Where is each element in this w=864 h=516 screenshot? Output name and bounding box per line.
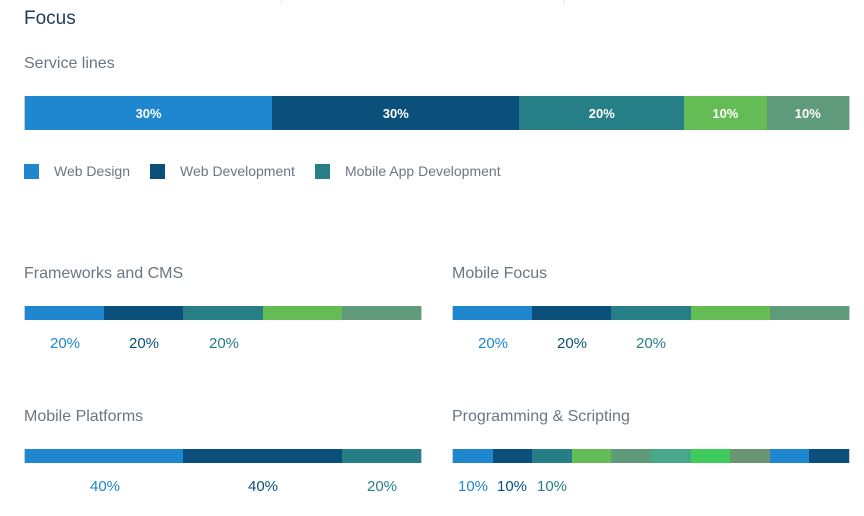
mobile-focus-bar [452,306,850,320]
frameworks-percent-2: 20% [128,335,160,352]
bar-segment [769,306,849,320]
bar-segment [650,449,691,463]
focus-title: Focus [24,8,76,29]
bar-segment [532,306,612,320]
frameworks-label: Frameworks and CMS [24,265,184,282]
bar-segment [262,306,342,320]
legend-item-web-development: Web Development [150,163,295,179]
legend-label: Mobile App Development [344,163,501,179]
bar-segment [104,306,184,320]
bar-segment [453,306,533,320]
service-lines-label: Service lines [24,55,115,72]
legend-item-mobile-app-development: Mobile App Development [314,163,501,179]
bar-segment: 20% [519,96,685,130]
bar-segment [690,449,731,463]
bar-segment [183,449,342,463]
mobile-focus-percent-2: 20% [556,335,588,352]
bar-segment [769,449,810,463]
bar-segment [532,449,572,463]
top-divider [564,0,565,4]
programming-percent-2: 10% [496,478,528,495]
bar-segment [730,449,770,463]
bar-segment [571,449,612,463]
bar-segment [690,306,770,320]
bar-segment [492,449,533,463]
bar-segment [611,306,691,320]
mobile-platforms-label: Mobile Platforms [24,408,144,425]
bar-segment [25,306,105,320]
service-lines-legend: Web Design Web Development Mobile App De… [24,163,521,179]
bar-segment [25,449,184,463]
mobile-focus-percent-1: 20% [477,335,509,352]
programming-percent-3: 10% [536,478,568,495]
bar-segment: 30% [25,96,273,130]
top-divider [281,0,282,4]
frameworks-percent-3: 20% [208,335,240,352]
mobile-focus-label: Mobile Focus [452,265,548,282]
bar-segment [341,306,421,320]
service-lines-bar: 30% 30% 20% 10% 10% [24,96,850,130]
bar-segment [809,449,849,463]
mobile-platforms-percent-1: 40% [89,478,121,495]
programming-label: Programming & Scripting [452,408,630,425]
legend-label: Web Design [54,163,131,179]
legend-swatch [150,163,166,179]
bar-segment [453,449,493,463]
bar-segment: 30% [272,96,520,130]
programming-percent-1: 10% [457,478,489,495]
mobile-platforms-bar [24,449,422,463]
bar-segment [183,306,263,320]
bar-segment: 10% [766,96,849,130]
frameworks-bar [24,306,422,320]
mobile-focus-percent-3: 20% [635,335,667,352]
legend-swatch [314,163,330,179]
legend-swatch [24,163,39,179]
bar-segment: 10% [684,96,767,130]
mobile-platforms-percent-2: 40% [247,478,279,495]
bar-segment [341,449,421,463]
legend-label: Web Development [180,163,295,179]
legend-item-web-design: Web Design [24,163,130,179]
bar-segment [611,449,651,463]
mobile-platforms-percent-3: 20% [366,478,398,495]
programming-bar [452,449,850,463]
frameworks-percent-1: 20% [49,335,81,352]
